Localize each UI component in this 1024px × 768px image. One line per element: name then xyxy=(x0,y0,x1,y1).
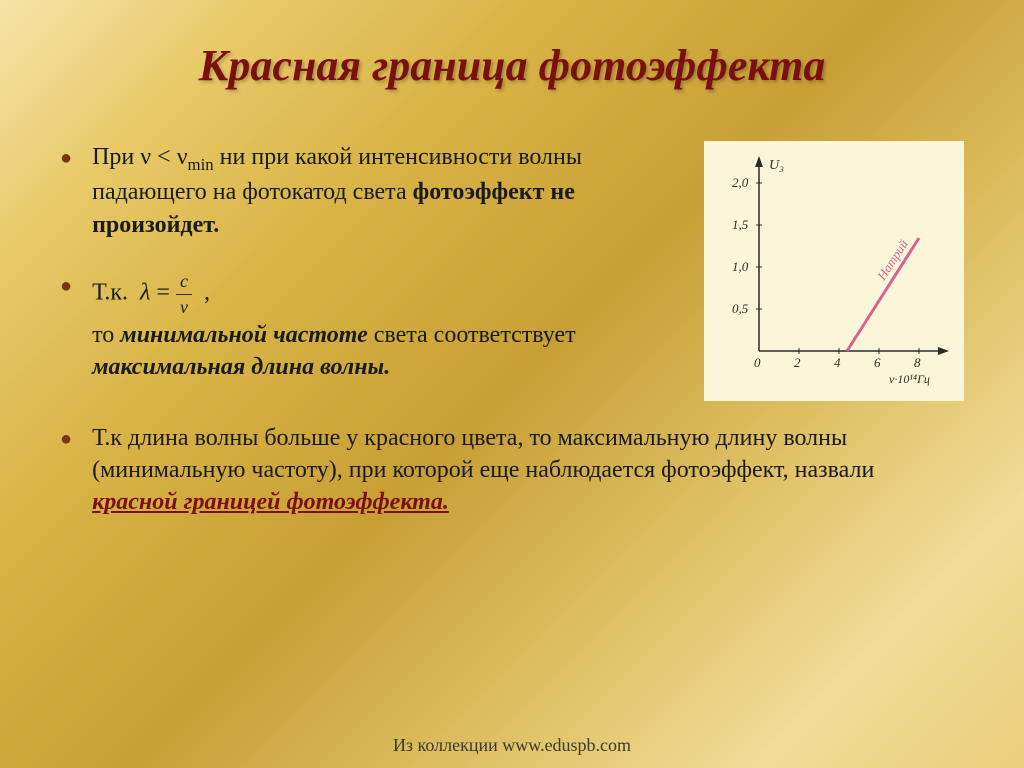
b2-comma: , xyxy=(204,280,210,306)
bullet-dot: ● xyxy=(60,426,72,519)
fraction: c ν xyxy=(176,269,192,319)
photoeffect-chart: U₃ 0,5 1,0 1,5 2,0 0 2 4 6 8 xyxy=(714,151,954,391)
xtick: 2 xyxy=(794,355,801,370)
bullet-1: ● При ν < νmin ни при какой интенсивност… xyxy=(60,141,674,241)
bullet-3: ● Т.к длина волны больше у красного цвет… xyxy=(60,422,964,519)
bullet-1-text: При ν < νmin ни при какой интенсивности … xyxy=(92,141,674,241)
y-ticks: 0,5 1,0 1,5 2,0 xyxy=(732,175,762,316)
xtick: 4 xyxy=(834,355,841,370)
b1-prefix: При xyxy=(92,144,140,170)
b3-emph: красной границей фотоэффекта. xyxy=(92,489,449,515)
b3-text: Т.к длина волны больше у красного цвета,… xyxy=(92,425,874,483)
b2-l2c: света соответствует xyxy=(368,322,576,348)
y-axis-label: U₃ xyxy=(769,158,784,173)
text-column: ● При ν < νmin ни при какой интенсивност… xyxy=(60,141,684,412)
axes xyxy=(755,156,949,355)
b2-l2a: то xyxy=(92,322,120,348)
chart-container: U₃ 0,5 1,0 1,5 2,0 0 2 4 6 8 xyxy=(704,141,964,401)
b1-nu-left: ν xyxy=(140,144,151,170)
numerator: c xyxy=(176,269,192,294)
data-line xyxy=(847,238,919,351)
ytick: 1,5 xyxy=(732,217,749,232)
b1-sub: min xyxy=(188,155,214,174)
b2-l2b: минимальной частоте xyxy=(120,322,367,348)
b1-op: < xyxy=(151,144,177,170)
xtick: 0 xyxy=(754,355,761,370)
xtick: 8 xyxy=(914,355,921,370)
ytick: 0,5 xyxy=(732,301,749,316)
b2-l2d: максимальная длина волны. xyxy=(92,354,390,380)
content-area: ● При ν < νmin ни при какой интенсивност… xyxy=(60,141,964,412)
slide-title: Красная граница фотоэффекта xyxy=(60,40,964,91)
formula: λ = c ν xyxy=(140,269,192,319)
denominator: ν xyxy=(176,295,192,319)
bullet-dot: ● xyxy=(60,273,72,383)
b2-prefix: Т.к. xyxy=(92,280,134,306)
xtick: 6 xyxy=(874,355,881,370)
lambda: λ xyxy=(140,280,150,306)
bullet-3-text: Т.к длина волны больше у красного цвета,… xyxy=(92,422,964,519)
bullet-2: ● Т.к. λ = c ν , то минимальной частоте … xyxy=(60,269,674,383)
bullet-dot: ● xyxy=(60,145,72,241)
source-credit: Из коллекции www.eduspb.com xyxy=(0,735,1024,756)
eq: = xyxy=(156,280,176,306)
b1-nu-right: ν xyxy=(177,144,188,170)
bullet-2-text: Т.к. λ = c ν , то минимальной частоте св… xyxy=(92,269,674,383)
ytick: 1,0 xyxy=(732,259,749,274)
x-axis-label: ν·10¹⁴Гц xyxy=(889,372,930,386)
ytick: 2,0 xyxy=(732,175,749,190)
